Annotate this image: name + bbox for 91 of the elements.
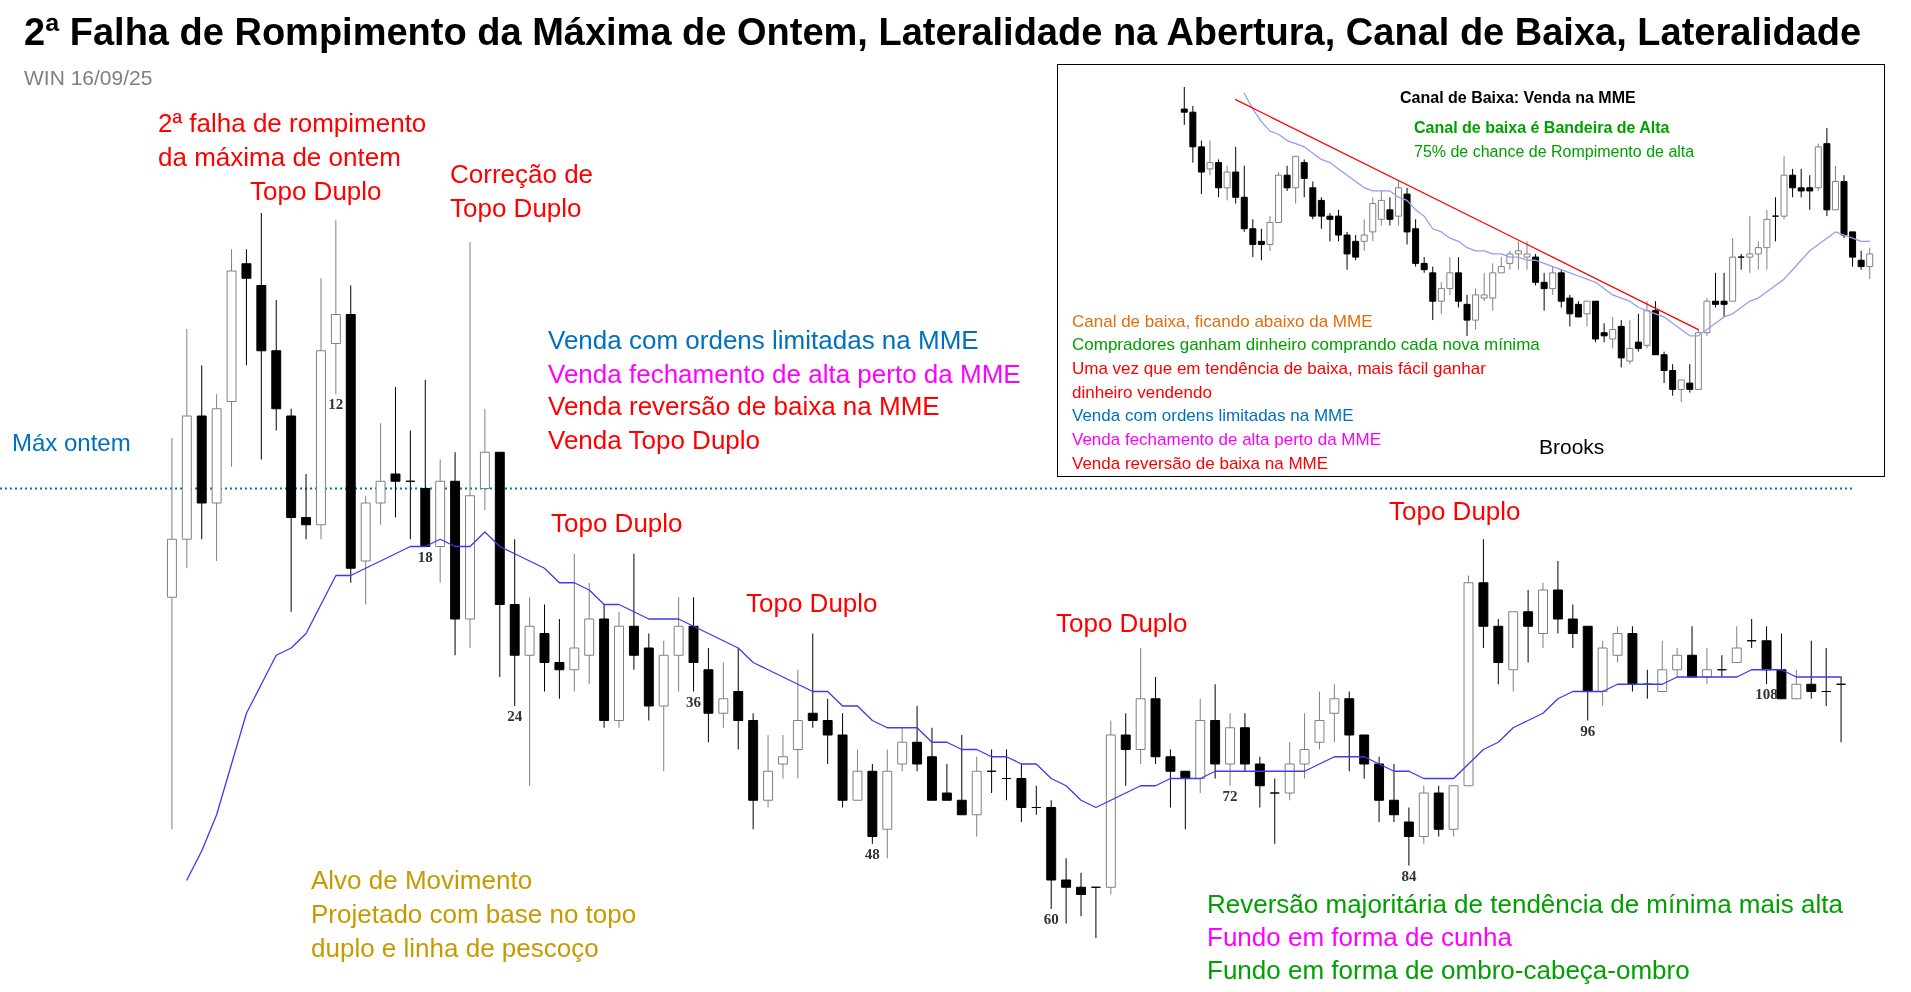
candlestick xyxy=(1120,712,1131,787)
annotation: Venda reversão de baixa na MME xyxy=(1072,454,1329,473)
candlestick xyxy=(1657,640,1668,692)
candlestick xyxy=(1791,669,1802,700)
candlestick xyxy=(1314,691,1325,750)
candlestick xyxy=(1609,316,1617,349)
annotation: 75% de chance de Rompimento de alta xyxy=(1414,143,1695,160)
candlestick xyxy=(1634,313,1642,353)
candlestick xyxy=(1567,604,1578,649)
candlestick xyxy=(1626,319,1634,365)
candlestick xyxy=(1223,165,1231,201)
candlestick xyxy=(1377,190,1385,227)
annotation: Topo Duplo xyxy=(551,508,683,538)
candlestick xyxy=(1549,266,1557,296)
annotation: Canal de baixa é Bandeira de Alta xyxy=(1414,119,1670,136)
candlestick xyxy=(1687,625,1698,678)
text: Topo Duplo xyxy=(250,176,382,206)
candlestick xyxy=(1731,625,1742,663)
candlestick xyxy=(1789,168,1797,198)
annotation: Uma vez que em tendência de baixa, mais fácil ganhar dinheiro vendendo xyxy=(1072,359,1487,402)
annotation: Venda fechamento de alta perto da MME xyxy=(548,359,1021,389)
candlestick xyxy=(941,763,952,801)
text: Fundo em forma de ombro-cabeça-ombro xyxy=(1207,955,1690,985)
annotation: Venda Topo Duplo xyxy=(548,425,761,455)
candlestick xyxy=(1254,756,1265,808)
annotation: Venda com ordens limitadas na MME xyxy=(1072,406,1354,425)
candlestick xyxy=(1389,763,1399,823)
candlestick xyxy=(554,618,565,700)
chart-title: 2ª Falha de Rompimento da Máxima de Ontem, Lateralidade na Abertura, Canal de Baixa, Lateralidade xyxy=(24,11,1862,53)
candlestick xyxy=(1300,158,1308,198)
annotation: Topo Duplo xyxy=(1389,496,1521,526)
annotation: Topo Duplo xyxy=(1056,608,1188,638)
candlestick xyxy=(1299,712,1310,779)
x-tick-label: 36 xyxy=(686,693,702,710)
x-tick-label: 96 xyxy=(1580,722,1596,739)
candlestick xyxy=(718,662,729,729)
candlestick xyxy=(777,734,788,779)
x-tick-label: 84 xyxy=(1401,867,1417,884)
annotation: Venda fechamento de alta perto da MME xyxy=(1072,430,1382,449)
candlestick xyxy=(1269,778,1280,845)
candlestick xyxy=(1206,140,1214,176)
x-tick-label: 48 xyxy=(864,845,880,862)
x-tick-label: 18 xyxy=(417,548,433,565)
candlestick xyxy=(956,734,967,816)
candlestick xyxy=(1672,647,1683,678)
candlestick xyxy=(1686,363,1694,394)
candlestick xyxy=(1061,857,1072,924)
candlestick xyxy=(1866,247,1874,280)
x-tick-label: 60 xyxy=(1043,911,1059,927)
candlestick xyxy=(1806,640,1817,700)
annotation: Venda com ordens limitadas na MME xyxy=(548,325,979,355)
candlestick xyxy=(897,727,908,772)
candlestick xyxy=(1283,165,1291,192)
chart-title: Canal de Baixa: Venda na MME xyxy=(1400,89,1636,106)
annotation: Fundo em forma de cunha xyxy=(1207,922,1513,952)
candlestick xyxy=(1257,228,1265,261)
candlestick xyxy=(1857,250,1865,271)
candlestick xyxy=(1076,872,1086,917)
candlestick xyxy=(1612,625,1623,663)
x-tick-label: 12 xyxy=(328,396,344,413)
candlestick xyxy=(1386,196,1394,227)
candlestick xyxy=(1360,218,1368,252)
annotation: Brooks xyxy=(1539,435,1605,458)
candlestick xyxy=(569,553,580,692)
candlestick xyxy=(301,473,312,540)
candlestick xyxy=(822,698,833,765)
candlestick xyxy=(1583,300,1591,327)
annotation: Alvo de Movimento Projetado com base no topo duplo e linha de pescoço xyxy=(311,865,637,963)
candlestick xyxy=(241,248,252,366)
candlestick xyxy=(807,633,818,729)
x-tick-label: 24 xyxy=(507,708,523,724)
annotation: Compradores ganham dinheiro comprando cada nova mínima xyxy=(1072,335,1541,354)
annotation: Topo Duplo xyxy=(746,588,878,618)
annotation: Reversão majoritária de tendência de mínima mais alta xyxy=(1207,889,1844,919)
candlestick xyxy=(1165,749,1176,808)
candlestick xyxy=(1523,589,1534,663)
candlestick xyxy=(375,422,386,526)
text: 2ª falha de rompimento da máxima de ontem xyxy=(158,108,427,172)
candlestick xyxy=(390,386,401,518)
annotation: Canal de baixa, ficando abaixo da MME xyxy=(1072,312,1373,331)
annotation: Venda reversão de baixa na MME xyxy=(548,391,940,421)
candlestick xyxy=(912,705,923,772)
candlestick xyxy=(1463,294,1471,337)
candlestick xyxy=(1403,807,1414,866)
annotation: Correção de Topo Duplo xyxy=(450,159,594,223)
candlestick xyxy=(1677,379,1685,403)
candlestick xyxy=(1329,683,1340,743)
ref-line-label: Máx ontem xyxy=(12,429,131,456)
chart-subtitle: WIN 16/09/25 xyxy=(24,66,153,89)
candlestick xyxy=(1746,215,1754,274)
x-tick-label: 72 xyxy=(1222,787,1238,804)
